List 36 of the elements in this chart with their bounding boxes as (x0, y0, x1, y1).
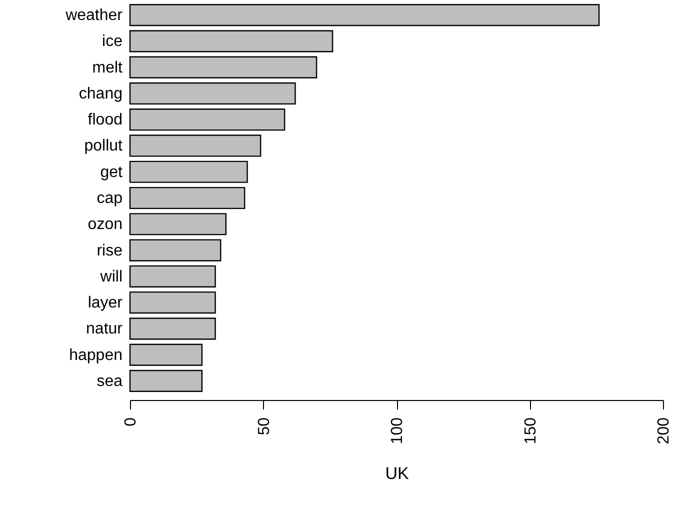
y-tick-label: layer (88, 294, 124, 312)
y-tick-label: rise (96, 242, 123, 260)
bar (129, 370, 203, 392)
bar (129, 56, 318, 78)
y-tick-label: sea (96, 372, 123, 390)
x-tick-label: 100 (389, 417, 406, 444)
bar (129, 160, 248, 183)
y-tick-label: flood (88, 112, 122, 129)
bar (129, 82, 296, 105)
y-tick-label: will (99, 268, 122, 286)
x-tick-label: 200 (656, 417, 672, 444)
bar (129, 213, 227, 236)
bar (129, 108, 286, 131)
bar (129, 318, 216, 340)
y-tick-label: pollut (84, 138, 124, 155)
bar (129, 239, 222, 262)
y-tick-label: melt (92, 59, 124, 76)
bar (129, 291, 216, 314)
bar (129, 4, 600, 26)
x-tick-label: 150 (522, 417, 540, 444)
bar (129, 265, 216, 288)
y-tick-label: natur (86, 320, 124, 338)
y-tick-label: cap (96, 190, 123, 207)
y-tick-label: chang (78, 85, 122, 102)
bar (129, 30, 334, 52)
bar (129, 186, 246, 210)
bar (129, 344, 203, 366)
y-tick-label: happen (69, 346, 122, 364)
x-axis-title: UK (385, 464, 410, 484)
x-tick-label: 50 (256, 417, 273, 436)
y-tick-label: ice (102, 33, 123, 50)
y-tick-label: ozon (88, 216, 122, 234)
x-tick-label: 0 (122, 417, 140, 426)
y-tick-label: weather (64, 7, 124, 24)
bar (129, 134, 262, 157)
y-tick-label: get (100, 164, 124, 181)
